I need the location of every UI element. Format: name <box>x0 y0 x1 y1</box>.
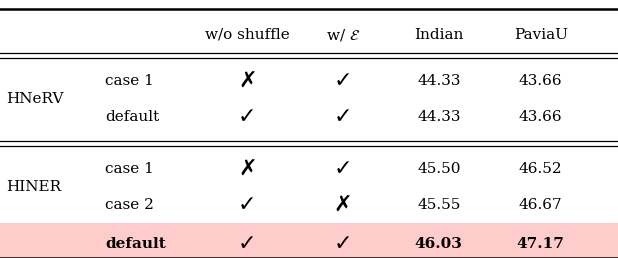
Text: 47.17: 47.17 <box>517 237 565 251</box>
Text: 44.33: 44.33 <box>417 110 460 124</box>
Text: case 1: case 1 <box>105 74 154 88</box>
Text: 46.52: 46.52 <box>519 162 562 176</box>
Text: case 2: case 2 <box>105 198 154 212</box>
Text: ✓: ✓ <box>334 71 352 91</box>
Text: ✓: ✓ <box>238 107 256 127</box>
Bar <box>0 223 618 258</box>
Text: default: default <box>105 110 159 124</box>
Text: ✓: ✓ <box>334 159 352 179</box>
Text: 45.50: 45.50 <box>417 162 460 176</box>
Text: w/o shuffle: w/o shuffle <box>205 28 290 42</box>
Text: ✓: ✓ <box>334 234 352 254</box>
Text: PaviaU: PaviaU <box>514 28 568 42</box>
Text: 46.03: 46.03 <box>415 237 463 251</box>
Text: 43.66: 43.66 <box>519 110 562 124</box>
Text: ✗: ✗ <box>238 71 256 91</box>
Text: HNeRV: HNeRV <box>6 92 64 106</box>
Text: 44.33: 44.33 <box>417 74 460 88</box>
Text: ✓: ✓ <box>334 107 352 127</box>
Text: ✗: ✗ <box>334 195 352 215</box>
Text: case 1: case 1 <box>105 162 154 176</box>
Text: ✓: ✓ <box>238 234 256 254</box>
Text: ✓: ✓ <box>238 195 256 215</box>
Text: w/ $\mathcal{E}$: w/ $\mathcal{E}$ <box>326 27 360 43</box>
Text: ✗: ✗ <box>238 159 256 179</box>
Text: 46.67: 46.67 <box>519 198 562 212</box>
Text: 45.55: 45.55 <box>417 198 460 212</box>
Text: 43.66: 43.66 <box>519 74 562 88</box>
Text: default: default <box>105 237 166 251</box>
Text: HINER: HINER <box>6 180 61 194</box>
Text: Indian: Indian <box>414 28 464 42</box>
